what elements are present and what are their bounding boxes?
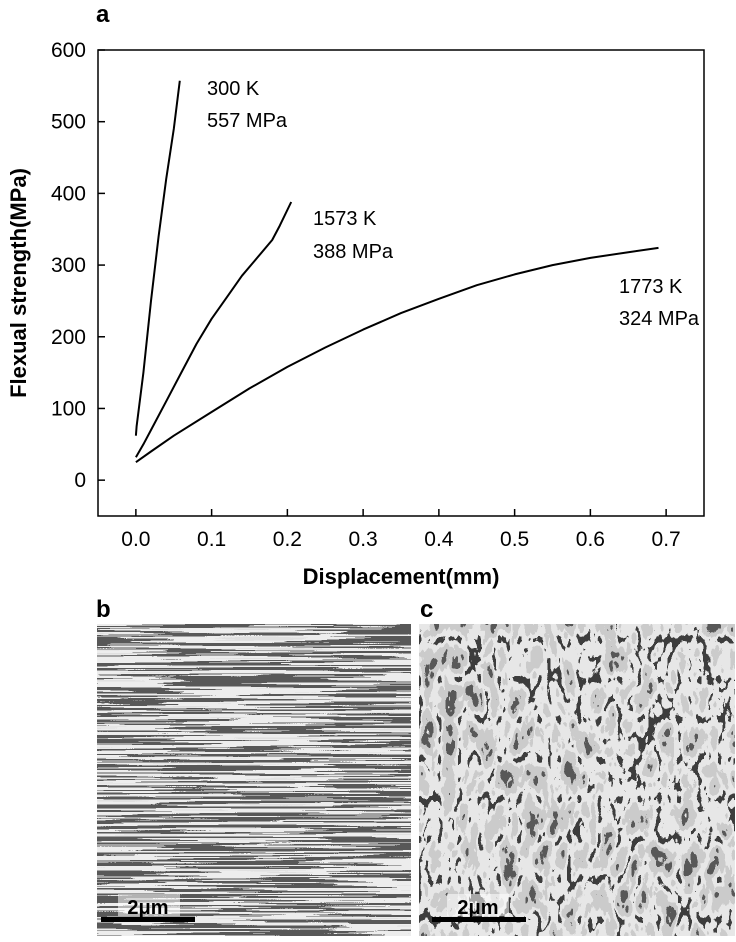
series-line-300K	[134, 80, 181, 436]
annotation-1773K-temp: 1773 K	[619, 276, 683, 298]
scale-label-c-bg	[447, 894, 509, 916]
x-tick-label: 0.3	[349, 528, 378, 551]
x-tick-label: 0.6	[576, 528, 605, 551]
scale-label-c: 2μm	[457, 897, 498, 919]
series-lines	[134, 80, 659, 464]
y-tick-label: 300	[51, 254, 86, 277]
micrograph-b: 2μm	[97, 624, 411, 936]
y-tick-label: 200	[51, 326, 86, 349]
scale-bar-c	[432, 917, 526, 922]
micrograph-c: 2μm	[419, 624, 735, 936]
scale-label-b-bg	[118, 894, 180, 916]
y-tick-label: 0	[74, 469, 86, 492]
x-tick-label: 0.5	[500, 528, 529, 551]
y-tick-label: 500	[51, 111, 86, 134]
x-tick-label: 0.0	[121, 528, 150, 551]
panel-label-a: a	[96, 1, 110, 28]
y-tick-label: 100	[51, 397, 86, 420]
x-tick-label: 0.2	[273, 528, 302, 551]
x-tick-label: 0.7	[652, 528, 681, 551]
annotation-1573K-strength: 388 MPa	[313, 241, 394, 263]
panel-label-c: c	[420, 596, 433, 623]
series-line-1573K	[135, 201, 293, 458]
scale-bar-b	[101, 917, 195, 922]
annotation-1573K-temp: 1573 K	[313, 208, 377, 230]
chart-a: 0.0 0.1 0.2 0.3 0.4 0.5 0.6 0.7 0 100 200 300 400 50…	[6, 39, 705, 589]
series-line-1773K	[135, 246, 659, 464]
x-axis-title: Displacement(mm)	[303, 564, 500, 589]
micrograph-c-image	[419, 624, 735, 936]
x-tick-label: 0.4	[424, 528, 454, 551]
y-tick-label: 400	[51, 182, 86, 205]
x-tick-label: 0.1	[197, 528, 226, 551]
annotation-1773K-strength: 324 MPa	[619, 308, 700, 330]
scale-label-b: 2μm	[127, 897, 168, 919]
panel-label-b: b	[96, 596, 111, 623]
annotation-300K-temp: 300 K	[207, 78, 260, 100]
annotation-300K-strength: 557 MPa	[207, 110, 288, 132]
y-tick-label: 600	[51, 39, 86, 62]
plot-frame	[97, 49, 705, 517]
x-ticks: 0.0 0.1 0.2 0.3 0.4 0.5 0.6 0.7	[121, 509, 681, 551]
y-axis-title: Flexual strength(MPa)	[6, 168, 31, 398]
y-ticks: 0 100 200 300 400 500 600	[51, 39, 105, 492]
micrograph-b-image	[97, 624, 411, 936]
